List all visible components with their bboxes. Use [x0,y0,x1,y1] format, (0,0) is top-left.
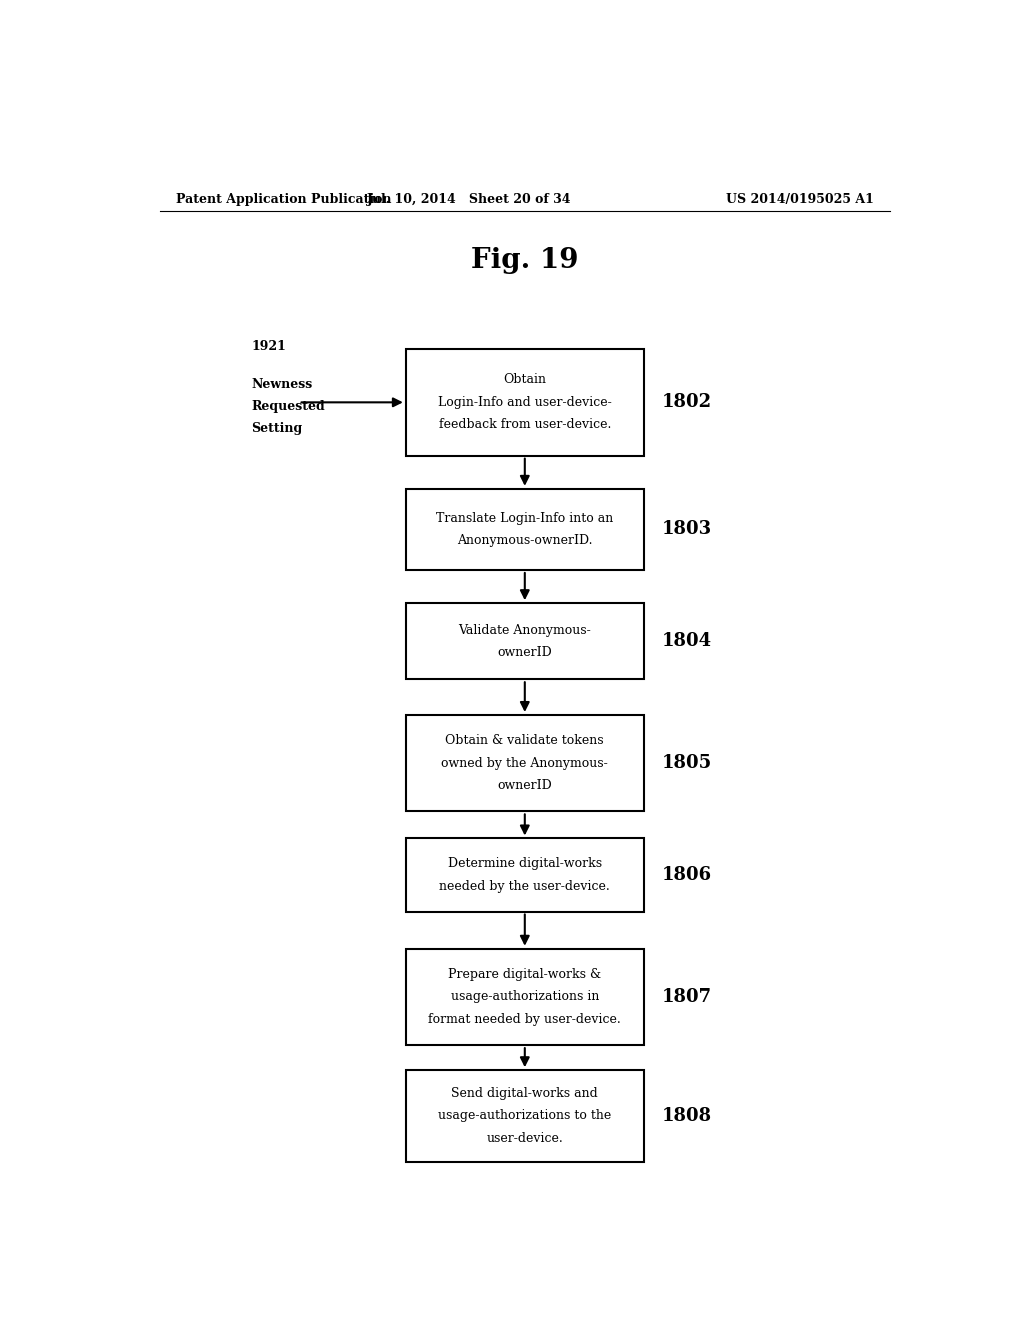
Text: Prepare digital-works &: Prepare digital-works & [449,968,601,981]
Text: needed by the user-device.: needed by the user-device. [439,879,610,892]
FancyBboxPatch shape [406,488,644,570]
Text: Validate Anonymous-: Validate Anonymous- [459,623,591,636]
Text: Obtain: Obtain [504,374,546,387]
Text: ownerID: ownerID [498,779,552,792]
FancyBboxPatch shape [406,715,644,812]
Text: Anonymous-ownerID.: Anonymous-ownerID. [457,535,593,546]
Text: Translate Login-Info into an: Translate Login-Info into an [436,512,613,525]
Text: 1806: 1806 [662,866,712,884]
Text: Determine digital-works: Determine digital-works [447,857,602,870]
Text: Jul. 10, 2014   Sheet 20 of 34: Jul. 10, 2014 Sheet 20 of 34 [367,193,571,206]
Text: 1804: 1804 [662,632,712,651]
FancyBboxPatch shape [406,838,644,912]
Text: Setting: Setting [251,422,302,436]
FancyBboxPatch shape [406,1071,644,1162]
Text: feedback from user-device.: feedback from user-device. [438,418,611,432]
Text: 1807: 1807 [662,987,712,1006]
FancyBboxPatch shape [406,603,644,680]
Text: usage-authorizations to the: usage-authorizations to the [438,1109,611,1122]
Text: US 2014/0195025 A1: US 2014/0195025 A1 [726,193,873,206]
Text: 1802: 1802 [662,393,712,412]
FancyBboxPatch shape [406,949,644,1045]
FancyBboxPatch shape [406,348,644,455]
Text: format needed by user-device.: format needed by user-device. [428,1012,622,1026]
Text: Patent Application Publication: Patent Application Publication [176,193,391,206]
Text: Newness: Newness [251,378,312,391]
Text: Requested: Requested [251,400,325,413]
Text: owned by the Anonymous-: owned by the Anonymous- [441,756,608,770]
Text: 1921: 1921 [251,341,286,352]
Text: Obtain & validate tokens: Obtain & validate tokens [445,734,604,747]
Text: 1808: 1808 [662,1107,712,1125]
Text: Send digital-works and: Send digital-works and [452,1086,598,1100]
Text: 1803: 1803 [662,520,712,539]
Text: ownerID: ownerID [498,645,552,659]
Text: Fig. 19: Fig. 19 [471,247,579,273]
Text: Login-Info and user-device-: Login-Info and user-device- [438,396,611,409]
Text: usage-authorizations in: usage-authorizations in [451,990,599,1003]
Text: user-device.: user-device. [486,1131,563,1144]
Text: 1805: 1805 [662,754,712,772]
